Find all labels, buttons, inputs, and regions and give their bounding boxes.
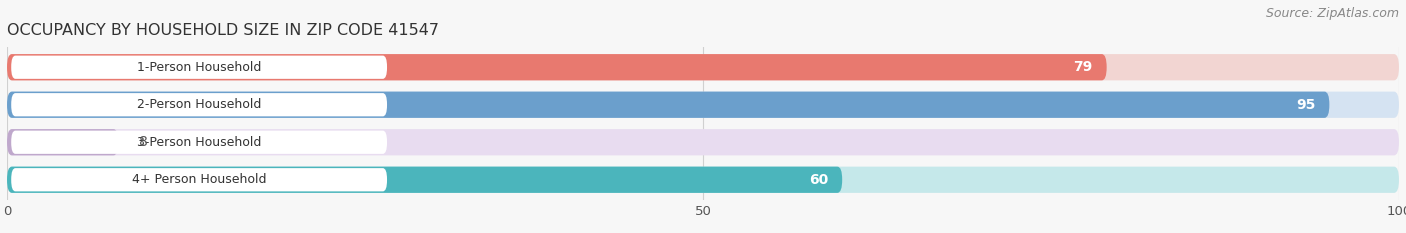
Text: Source: ZipAtlas.com: Source: ZipAtlas.com	[1265, 7, 1399, 20]
FancyBboxPatch shape	[11, 131, 387, 154]
Text: 2-Person Household: 2-Person Household	[136, 98, 262, 111]
Text: 60: 60	[808, 173, 828, 187]
FancyBboxPatch shape	[11, 168, 387, 191]
FancyBboxPatch shape	[7, 129, 1399, 155]
FancyBboxPatch shape	[11, 93, 387, 116]
FancyBboxPatch shape	[11, 56, 387, 79]
FancyBboxPatch shape	[7, 54, 1107, 80]
FancyBboxPatch shape	[7, 92, 1399, 118]
Text: OCCUPANCY BY HOUSEHOLD SIZE IN ZIP CODE 41547: OCCUPANCY BY HOUSEHOLD SIZE IN ZIP CODE …	[7, 24, 439, 38]
Text: 1-Person Household: 1-Person Household	[136, 61, 262, 74]
FancyBboxPatch shape	[7, 92, 1330, 118]
Text: 3-Person Household: 3-Person Household	[136, 136, 262, 149]
Text: 4+ Person Household: 4+ Person Household	[132, 173, 266, 186]
Text: 95: 95	[1296, 98, 1316, 112]
FancyBboxPatch shape	[7, 167, 842, 193]
FancyBboxPatch shape	[7, 54, 1399, 80]
FancyBboxPatch shape	[7, 167, 1399, 193]
Text: 79: 79	[1074, 60, 1092, 74]
FancyBboxPatch shape	[7, 129, 118, 155]
Text: 8: 8	[139, 135, 148, 149]
